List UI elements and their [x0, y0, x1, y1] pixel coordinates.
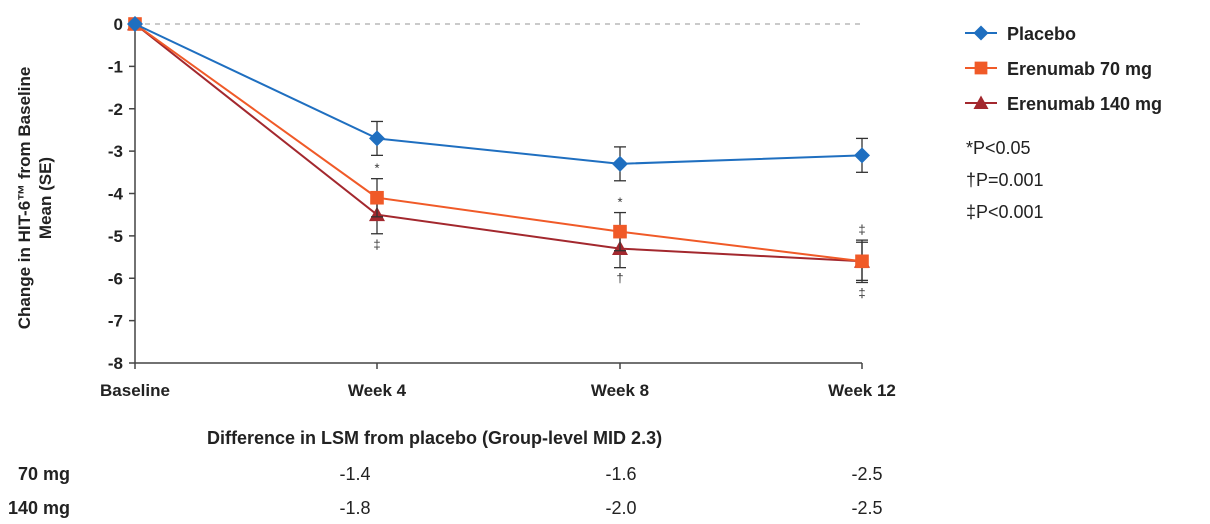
difference-table: Difference in LSM from placebo (Group-le… — [0, 420, 1210, 524]
legend-label: Erenumab 70 mg — [1007, 59, 1152, 79]
data-point — [369, 130, 385, 147]
y-tick-label: -2 — [108, 100, 123, 119]
y-tick-label: -4 — [108, 185, 124, 204]
significance-marks: * ‡ * † ‡ ‡ — [373, 161, 865, 301]
legend-marker — [974, 61, 988, 75]
legend-marker — [973, 25, 989, 41]
difference-row-140mg: 140 mg -1.8 -2.0 -2.5 — [0, 498, 1000, 524]
y-tick-label: -1 — [108, 57, 123, 76]
y-axis-title-line: Change in HIT-6™ from Baseline — [15, 67, 34, 330]
series-erenumab-70-mg — [128, 17, 869, 282]
p-value-note: ‡P<0.001 — [966, 202, 1044, 222]
legend-item: Erenumab 140 mg — [965, 94, 1162, 114]
x-tick-label: Baseline — [100, 381, 170, 400]
diff-value: -2.5 — [851, 498, 883, 518]
diff-value: -1.8 — [339, 498, 371, 518]
hit6-line-chart: 0 -1 -2 -3 -4 -5 -6 -7 -8 Baseline Week 4 Week 8 Wee… — [15, 15, 1162, 400]
row-label: 140 mg — [7, 498, 70, 518]
data-point — [855, 254, 869, 269]
data-point — [127, 16, 143, 32]
significance-mark-below: ‡ — [373, 237, 380, 252]
data-point — [854, 147, 870, 164]
y-tick-label: -3 — [108, 142, 123, 161]
difference-table-title: Difference in LSM from placebo (Group-le… — [207, 428, 663, 448]
legend-label: Placebo — [1007, 24, 1076, 44]
legend-item: Placebo — [965, 24, 1076, 44]
axes: 0 -1 -2 -3 -4 -5 -6 -7 -8 Baseline Week 4 Week 8 Wee… — [100, 15, 896, 400]
data-point — [613, 224, 627, 239]
y-tick-label: -6 — [108, 269, 123, 288]
y-tick-label: -8 — [108, 354, 123, 373]
legend: Placebo Erenumab 70 mg Erenumab 140 mg — [965, 24, 1162, 114]
row-label: 70 mg — [17, 464, 70, 484]
diff-value: -1.6 — [605, 464, 637, 484]
data-point — [612, 155, 628, 172]
p-value-note: †P=0.001 — [966, 170, 1044, 190]
diff-value: -1.4 — [339, 464, 371, 484]
series-line — [134, 23, 863, 263]
x-tick-label: Week 8 — [591, 381, 649, 400]
significance-mark-above: ‡ — [858, 222, 865, 237]
data-point — [370, 190, 384, 205]
series-line — [134, 23, 863, 263]
y-axis-title-line: Mean (SE) — [36, 157, 55, 239]
diff-value: -2.0 — [605, 498, 637, 518]
x-tick-label: Week 4 — [348, 381, 407, 400]
legend-marker — [973, 95, 989, 109]
diff-value: -2.5 — [851, 464, 883, 484]
y-axis-label: Change in HIT-6™ from Baseline Mean (SE) — [15, 67, 55, 330]
significance-mark-above: * — [374, 161, 379, 176]
significance-mark-below: ‡ — [858, 285, 865, 300]
x-tick-label: Week 12 — [828, 381, 896, 400]
p-value-notes: *P<0.05 †P=0.001 ‡P<0.001 — [966, 138, 1044, 222]
y-axis-title: Change in HIT-6™ from Baseline Mean (SE) — [15, 67, 55, 330]
significance-mark-below: † — [616, 271, 623, 286]
y-tick-label: -5 — [108, 227, 123, 246]
series-layer — [127, 16, 870, 284]
series-erenumab-140-mg — [127, 16, 870, 284]
y-tick-label: -7 — [108, 312, 123, 331]
difference-row-70mg: 70 mg -1.4 -1.6 -2.5 — [0, 464, 1000, 490]
series-line — [134, 23, 863, 165]
legend-label: Erenumab 140 mg — [1007, 94, 1162, 114]
significance-mark-above: * — [617, 195, 622, 210]
series-placebo — [127, 16, 870, 182]
legend-item: Erenumab 70 mg — [965, 59, 1152, 79]
p-value-note: *P<0.05 — [966, 138, 1031, 158]
y-tick-label: 0 — [114, 15, 123, 34]
